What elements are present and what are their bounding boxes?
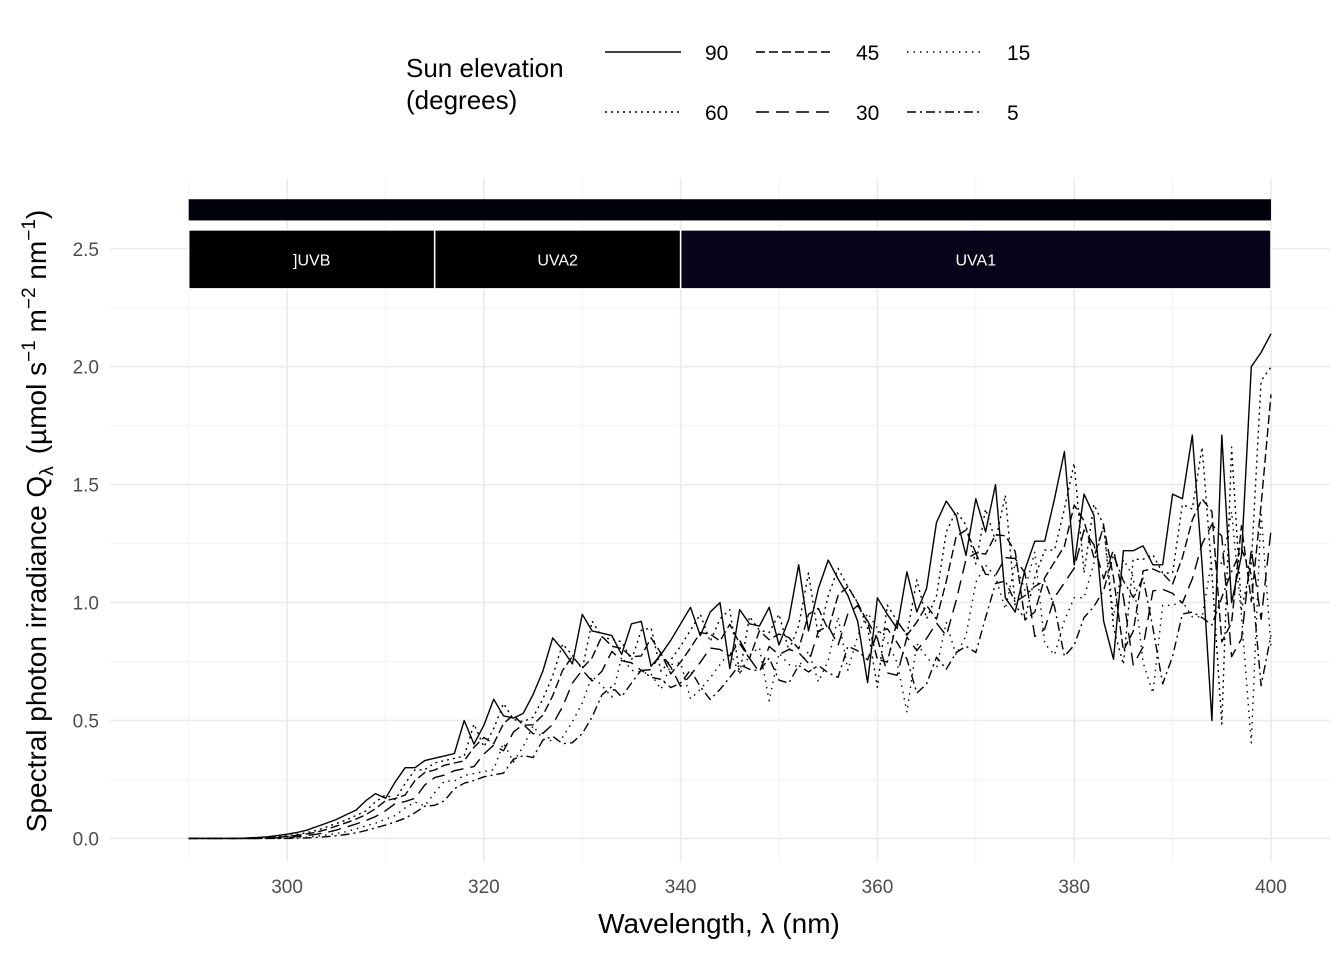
series-line-45 xyxy=(188,394,1272,840)
x-tick-label: 360 xyxy=(862,877,894,898)
legend-label-30: 30 xyxy=(856,102,879,125)
waveband-uva2 xyxy=(433,229,682,290)
series-line-15 xyxy=(188,511,1272,840)
y-tick-label: 2.5 xyxy=(73,240,99,261)
x-tick-label: 400 xyxy=(1255,877,1287,898)
series-lines xyxy=(188,333,1272,840)
legend: Sun elevation (degrees) 90 45 15 60 30 5 xyxy=(406,42,1030,125)
legend-label-5: 5 xyxy=(1007,102,1019,125)
x-tick-label: 340 xyxy=(665,877,697,898)
y-title-main: Spectral photon irradiance Q xyxy=(21,476,52,832)
waveband-uva1 xyxy=(679,229,1272,290)
y-tick-label: 1.5 xyxy=(73,476,99,497)
waveband-uvb xyxy=(187,229,436,290)
legend-title-line2: (degrees) xyxy=(406,85,517,115)
legend-label-15: 15 xyxy=(1007,42,1030,65)
y-title-exp3: −1 xyxy=(19,219,40,241)
waveband-label: ]UVB xyxy=(293,252,330,269)
y-axis-ticks: 0.0 0.5 1.0 1.5 2.0 2.5 xyxy=(73,240,99,851)
series-line-60 xyxy=(188,366,1272,840)
y-tick-label: 0.5 xyxy=(73,711,99,732)
y-title-close: ) xyxy=(21,210,52,219)
y-axis-title-text: Spectral photon irradiance Qλ(µmol s−1 m… xyxy=(19,210,58,832)
y-title-nm: nm xyxy=(21,241,52,288)
series-line-30 xyxy=(188,523,1272,840)
y-tick-label: 2.0 xyxy=(73,358,99,379)
y-title-lambda: λ xyxy=(37,466,58,476)
waveband-bar: ]UVB UVA2 UVA1 xyxy=(187,199,1272,290)
x-axis-ticks: 300 320 340 360 380 400 xyxy=(271,877,1287,898)
y-title-units: (µmol s xyxy=(21,362,52,454)
y-title-exp2: −2 xyxy=(19,287,40,309)
y-tick-label: 0.0 xyxy=(73,829,99,850)
waveband-label: UVA2 xyxy=(537,252,578,269)
series-line-5 xyxy=(188,548,1272,840)
legend-label-45: 45 xyxy=(856,42,879,65)
waveband-label: UVA1 xyxy=(956,252,997,269)
series-line-90 xyxy=(188,333,1272,840)
x-axis-title: Wavelength, λ (nm) xyxy=(598,908,840,939)
y-title-exp1: −1 xyxy=(19,340,40,362)
legend-items: 90 45 15 60 30 5 xyxy=(605,42,1030,125)
waveband-summary-bar xyxy=(188,199,1271,221)
x-tick-label: 300 xyxy=(271,877,303,898)
x-tick-label: 320 xyxy=(468,877,500,898)
y-title-m: m xyxy=(21,309,52,340)
y-tick-label: 1.0 xyxy=(73,594,99,615)
y-axis-title: Spectral photon irradiance Qλ(µmol s−1 m… xyxy=(19,210,58,832)
legend-title: Sun elevation xyxy=(406,53,564,83)
x-tick-label: 380 xyxy=(1058,877,1090,898)
legend-label-60: 60 xyxy=(705,102,728,125)
legend-label-90: 90 xyxy=(705,42,728,65)
